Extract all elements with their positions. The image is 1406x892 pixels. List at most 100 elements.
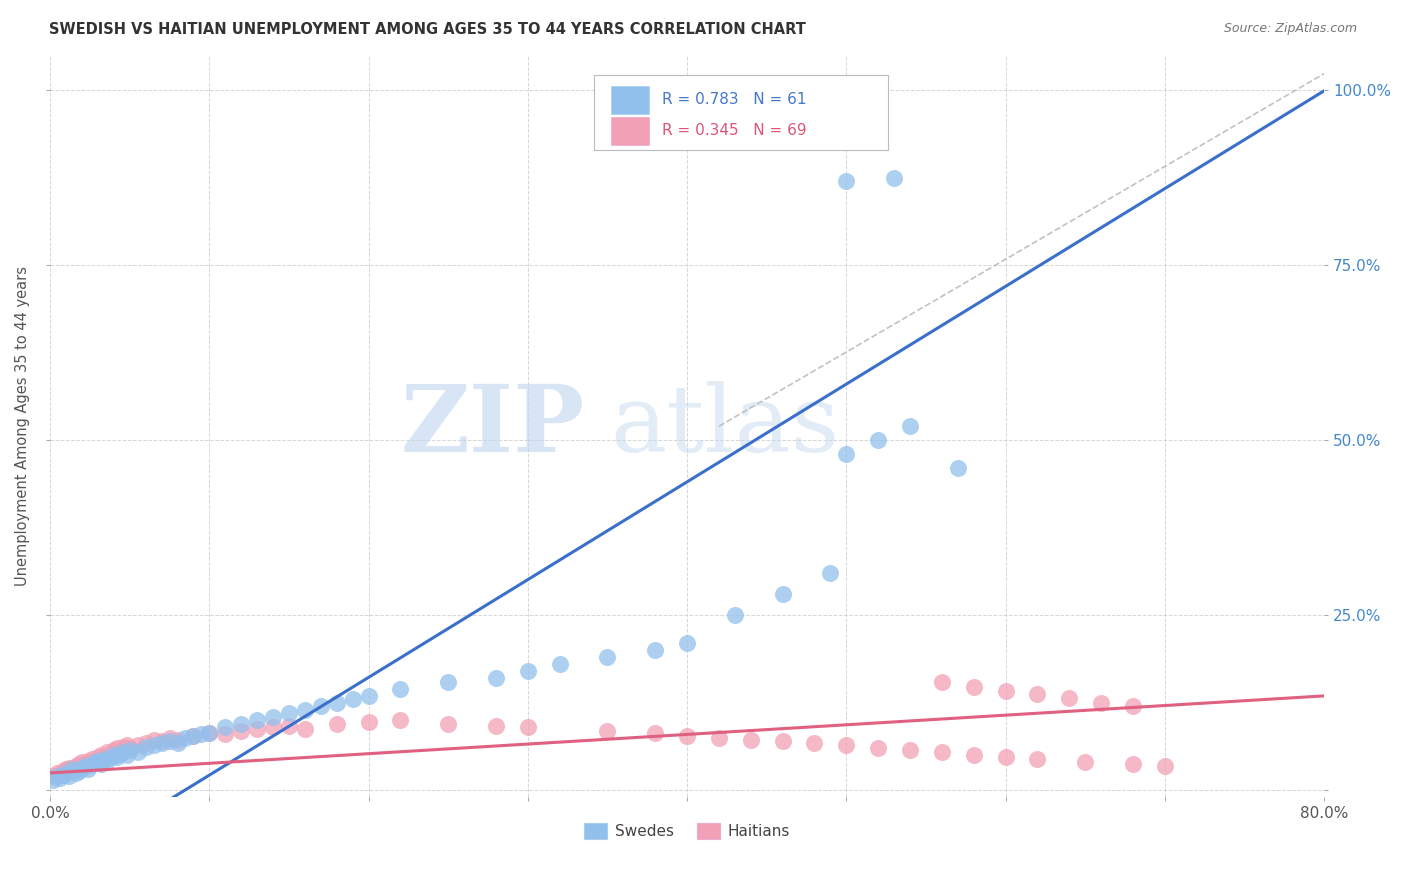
Text: Source: ZipAtlas.com: Source: ZipAtlas.com xyxy=(1223,22,1357,36)
Point xyxy=(724,608,747,623)
Point xyxy=(135,736,157,750)
Point xyxy=(868,434,890,448)
Point xyxy=(142,733,165,747)
Point xyxy=(644,643,666,657)
Point xyxy=(58,761,80,775)
Point xyxy=(67,756,90,771)
Point xyxy=(883,170,905,185)
Point xyxy=(437,717,460,731)
Point xyxy=(278,719,301,733)
Point xyxy=(183,729,205,743)
Point xyxy=(166,736,188,750)
Point xyxy=(174,731,197,745)
Point xyxy=(198,726,221,740)
Point xyxy=(159,731,181,745)
Point xyxy=(326,696,349,710)
Text: atlas: atlas xyxy=(610,381,839,471)
Point xyxy=(58,769,80,783)
Point xyxy=(103,743,125,757)
Text: SWEDISH VS HAITIAN UNEMPLOYMENT AMONG AGES 35 TO 44 YEARS CORRELATION CHART: SWEDISH VS HAITIAN UNEMPLOYMENT AMONG AG… xyxy=(49,22,806,37)
Point xyxy=(127,738,149,752)
Point xyxy=(898,419,921,434)
Point xyxy=(1074,756,1097,770)
Point xyxy=(357,714,380,729)
Point xyxy=(309,699,332,714)
Point xyxy=(190,727,212,741)
Point xyxy=(80,756,103,771)
Point xyxy=(48,768,70,782)
Point xyxy=(108,747,131,761)
Point xyxy=(772,587,794,601)
Point xyxy=(90,756,112,771)
Point xyxy=(596,650,619,665)
Point xyxy=(389,714,412,728)
Point xyxy=(70,761,93,775)
Point xyxy=(87,749,110,764)
Point xyxy=(135,739,157,754)
Point xyxy=(644,726,666,740)
Point xyxy=(994,684,1017,698)
Point xyxy=(83,756,105,770)
Point xyxy=(835,738,858,752)
Point xyxy=(150,736,173,750)
Point xyxy=(112,745,135,759)
Point xyxy=(485,719,508,733)
Point xyxy=(62,763,84,777)
Point xyxy=(96,745,118,759)
Point xyxy=(118,743,141,757)
Point xyxy=(1057,691,1080,706)
Point xyxy=(931,674,953,689)
Point xyxy=(70,756,93,770)
Point xyxy=(80,752,103,766)
Point xyxy=(100,747,122,761)
Point xyxy=(963,748,986,763)
Point xyxy=(214,720,236,734)
Point xyxy=(65,759,87,773)
Point xyxy=(90,748,112,763)
Y-axis label: Unemployment Among Ages 35 to 44 years: Unemployment Among Ages 35 to 44 years xyxy=(15,267,30,586)
Point xyxy=(77,754,100,768)
Point xyxy=(707,731,730,745)
Point xyxy=(75,756,97,771)
Point xyxy=(1122,699,1144,714)
Point xyxy=(278,706,301,721)
Point xyxy=(65,766,87,780)
Point xyxy=(55,766,77,780)
Point xyxy=(294,703,316,717)
Point xyxy=(294,722,316,736)
Point xyxy=(55,763,77,777)
Point xyxy=(1122,756,1144,771)
Point xyxy=(231,723,253,738)
Point xyxy=(45,766,67,780)
Point xyxy=(246,714,269,728)
Point xyxy=(548,657,571,672)
Point xyxy=(112,739,135,754)
Point xyxy=(142,738,165,752)
Point xyxy=(326,717,349,731)
Point xyxy=(740,733,762,747)
Point xyxy=(214,727,236,741)
Bar xyxy=(610,117,648,145)
Point xyxy=(516,665,538,679)
Text: ZIP: ZIP xyxy=(401,381,585,471)
Point xyxy=(357,689,380,703)
Bar xyxy=(610,86,648,114)
Point xyxy=(166,733,188,747)
Point xyxy=(262,710,284,724)
Point xyxy=(1026,687,1049,701)
Point xyxy=(42,769,65,783)
Point xyxy=(868,741,890,756)
Point xyxy=(437,674,460,689)
FancyBboxPatch shape xyxy=(595,75,889,150)
Point xyxy=(994,749,1017,764)
Point xyxy=(103,748,125,763)
Point xyxy=(772,734,794,748)
Point xyxy=(52,768,75,782)
Point xyxy=(75,759,97,773)
Point xyxy=(77,763,100,777)
Point xyxy=(67,764,90,778)
Point xyxy=(198,726,221,740)
Point xyxy=(159,734,181,748)
Point xyxy=(52,764,75,778)
Point xyxy=(485,672,508,686)
